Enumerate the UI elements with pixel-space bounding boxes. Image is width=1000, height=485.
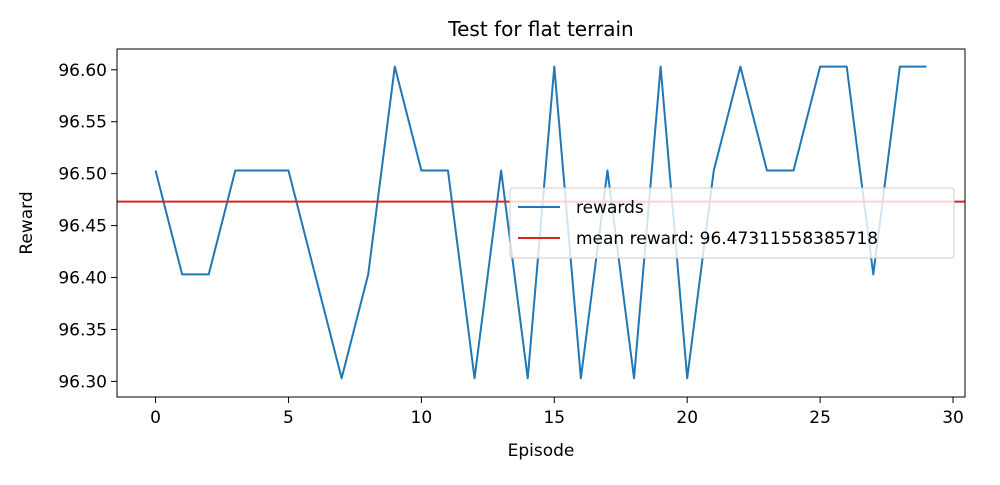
legend-label-rewards: rewards: [576, 198, 644, 218]
x-tick-label: 15: [543, 408, 565, 428]
x-tick-label: 5: [283, 408, 294, 428]
x-tick-label: 0: [150, 408, 161, 428]
x-axis-label: Episode: [508, 441, 575, 461]
x-tick-label: 20: [676, 408, 698, 428]
y-tick-label: 96.30: [58, 372, 107, 392]
legend: rewards mean reward: 96.47311558385718: [509, 187, 955, 259]
y-tick-label: 96.50: [58, 165, 107, 185]
chart-title: Test for flat terrain: [447, 17, 633, 41]
x-tick-label: 25: [809, 408, 831, 428]
legend-box: [509, 187, 955, 259]
legend-label-mean-reward: mean reward: 96.47311558385718: [576, 229, 878, 249]
y-axis-label: Reward: [17, 191, 37, 254]
y-tick-label: 96.40: [58, 269, 107, 289]
x-tick-label: 10: [411, 408, 433, 428]
y-tick-label: 96.55: [58, 113, 107, 133]
plot-border: [116, 48, 966, 398]
x-tick-label: 30: [942, 408, 964, 428]
y-tick-label: 96.60: [58, 61, 107, 81]
y-tick-label: 96.45: [58, 217, 107, 237]
y-tick-label: 96.35: [58, 320, 107, 340]
